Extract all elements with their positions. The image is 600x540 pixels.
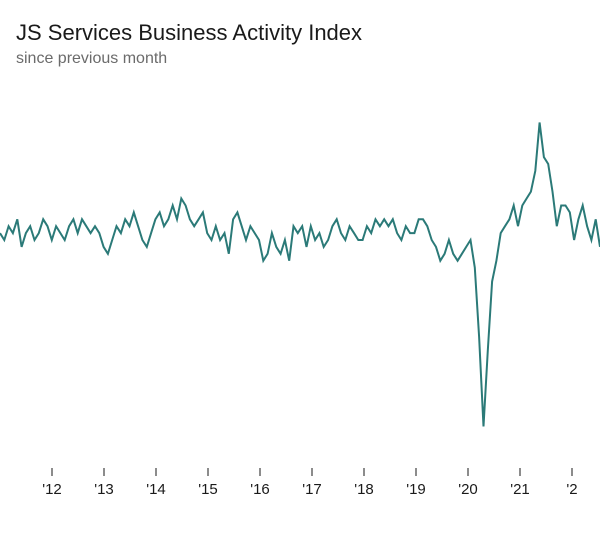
plot-area: '12 '13 '14 '15 '16 '17 '18 '19 '20 '21 '2 xyxy=(0,88,600,508)
x-tick-label: '17 xyxy=(302,481,322,498)
x-tick-label: '19 xyxy=(406,481,426,498)
x-tick-label: '13 xyxy=(94,481,114,498)
series-line xyxy=(0,123,600,427)
chart-title: JS Services Business Activity Index xyxy=(0,20,600,46)
x-tick-label: '18 xyxy=(354,481,374,498)
x-tick-label: '2 xyxy=(566,481,577,498)
x-tick-label: '12 xyxy=(42,481,62,498)
x-tick-label: '16 xyxy=(250,481,270,498)
chart-svg: '12 '13 '14 '15 '16 '17 '18 '19 '20 '21 '2 xyxy=(0,88,600,508)
chart-subtitle: since previous month xyxy=(0,50,600,68)
x-tick-label: '15 xyxy=(198,481,218,498)
chart-container: JS Services Business Activity Index sinc… xyxy=(0,0,600,540)
x-tick-label: '14 xyxy=(146,481,166,498)
x-tick-label: '21 xyxy=(510,481,530,498)
x-tick-label: '20 xyxy=(458,481,478,498)
